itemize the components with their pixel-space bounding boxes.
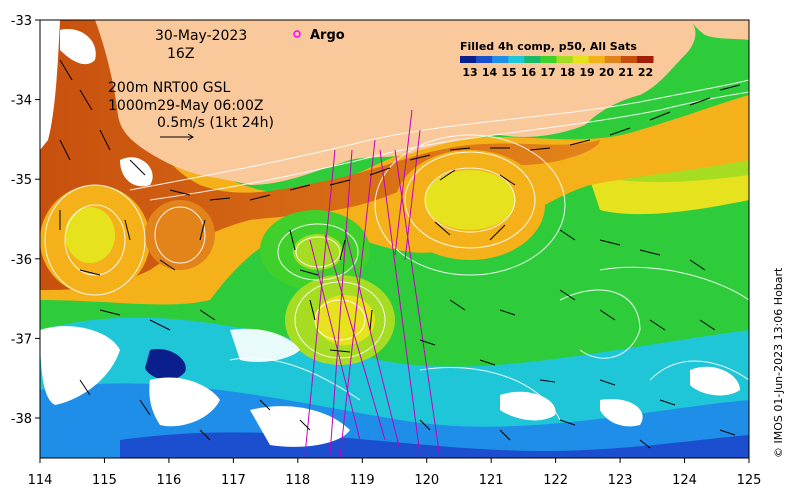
lat-tick-label: -33: [11, 14, 32, 29]
colorbar-tick-label: 20: [599, 66, 615, 79]
map-hour: 16Z: [167, 46, 195, 62]
colorbar-swatch: [476, 56, 493, 63]
colorbar-swatch: [460, 56, 477, 63]
map-date: 30-May-2023: [155, 28, 248, 44]
lat-tick-label: -36: [11, 253, 32, 268]
contour-note-2: 1000m29-May 06:00Z: [108, 98, 264, 114]
lat-tick-label: -34: [11, 94, 32, 109]
vector-scale-label: 0.5m/s (1kt 24h): [157, 115, 274, 131]
credit-text: © IMOS 01-Jun-2023 13:06 Hobart: [772, 267, 785, 458]
tracks: [304, 109, 441, 458]
colorbar-swatch: [620, 56, 638, 63]
lon-tick-label: 119: [350, 473, 375, 488]
lon-tick-label: 115: [92, 473, 117, 488]
ssh-contours: [44, 79, 749, 421]
colorbar-swatch: [556, 56, 574, 63]
lat-tick-label: -37: [11, 332, 32, 347]
colorbar-swatch: [604, 56, 622, 63]
colorbar-tick-label: 22: [638, 66, 653, 79]
sst-colorbar: Filled 4h comp, p50, All Sats 13 14 15 16 17…: [460, 40, 654, 79]
lon-tick-label: 116: [156, 473, 181, 488]
colorbar-tick-label: 13: [462, 66, 477, 79]
lon-tick-label: 124: [672, 473, 697, 488]
argo-label: Argo: [310, 28, 345, 43]
argo-marker: [293, 30, 301, 38]
colorbar-swatch: [588, 56, 606, 63]
lon-tick-label: 121: [479, 473, 504, 488]
plot-frame: [39, 19, 750, 459]
colorbar-tick-label: 19: [579, 66, 594, 79]
vector-scale-arrow: [160, 133, 194, 141]
colorbar-swatch: [540, 56, 557, 63]
colorbar-tick-label: 17: [540, 66, 555, 79]
lon-tick-label: 114: [28, 473, 53, 488]
colorbar-tick-label: 15: [501, 66, 516, 79]
colorbar-swatch: [524, 56, 541, 63]
lat-tick-label: -38: [11, 412, 32, 427]
colorbar-tick-label: 16: [521, 66, 537, 79]
colorbar-swatch: [492, 56, 509, 63]
colorbar-swatch: [508, 56, 525, 63]
latitude-axis: -33 -34 -35 -36 -37 -38: [11, 14, 32, 427]
colorbar-swatch: [572, 56, 590, 63]
colorbar-tick-label: 21: [618, 66, 633, 79]
lon-tick-label: 125: [737, 473, 762, 488]
colorbar-swatch: [636, 56, 654, 63]
colorbar-tick-label: 14: [482, 66, 498, 79]
current-vectors: [59, 59, 741, 449]
lon-tick-label: 118: [285, 473, 310, 488]
sst-field: [40, 20, 749, 458]
contour-note: 200m NRT00 GSL: [108, 80, 231, 96]
axis-tickmarks: [35, 19, 750, 463]
lon-tick-label: 117: [221, 473, 246, 488]
colorbar-title: Filled 4h comp, p50, All Sats: [460, 40, 637, 53]
lon-tick-label: 122: [543, 473, 568, 488]
colorbar-tick-label: 18: [560, 66, 575, 79]
longitude-axis: 114 115 116 117 118 119 120 121 122 123 124 125: [28, 473, 762, 488]
lon-tick-label: 120: [414, 473, 439, 488]
lon-tick-label: 123: [608, 473, 633, 488]
lat-tick-label: -35: [11, 173, 32, 188]
